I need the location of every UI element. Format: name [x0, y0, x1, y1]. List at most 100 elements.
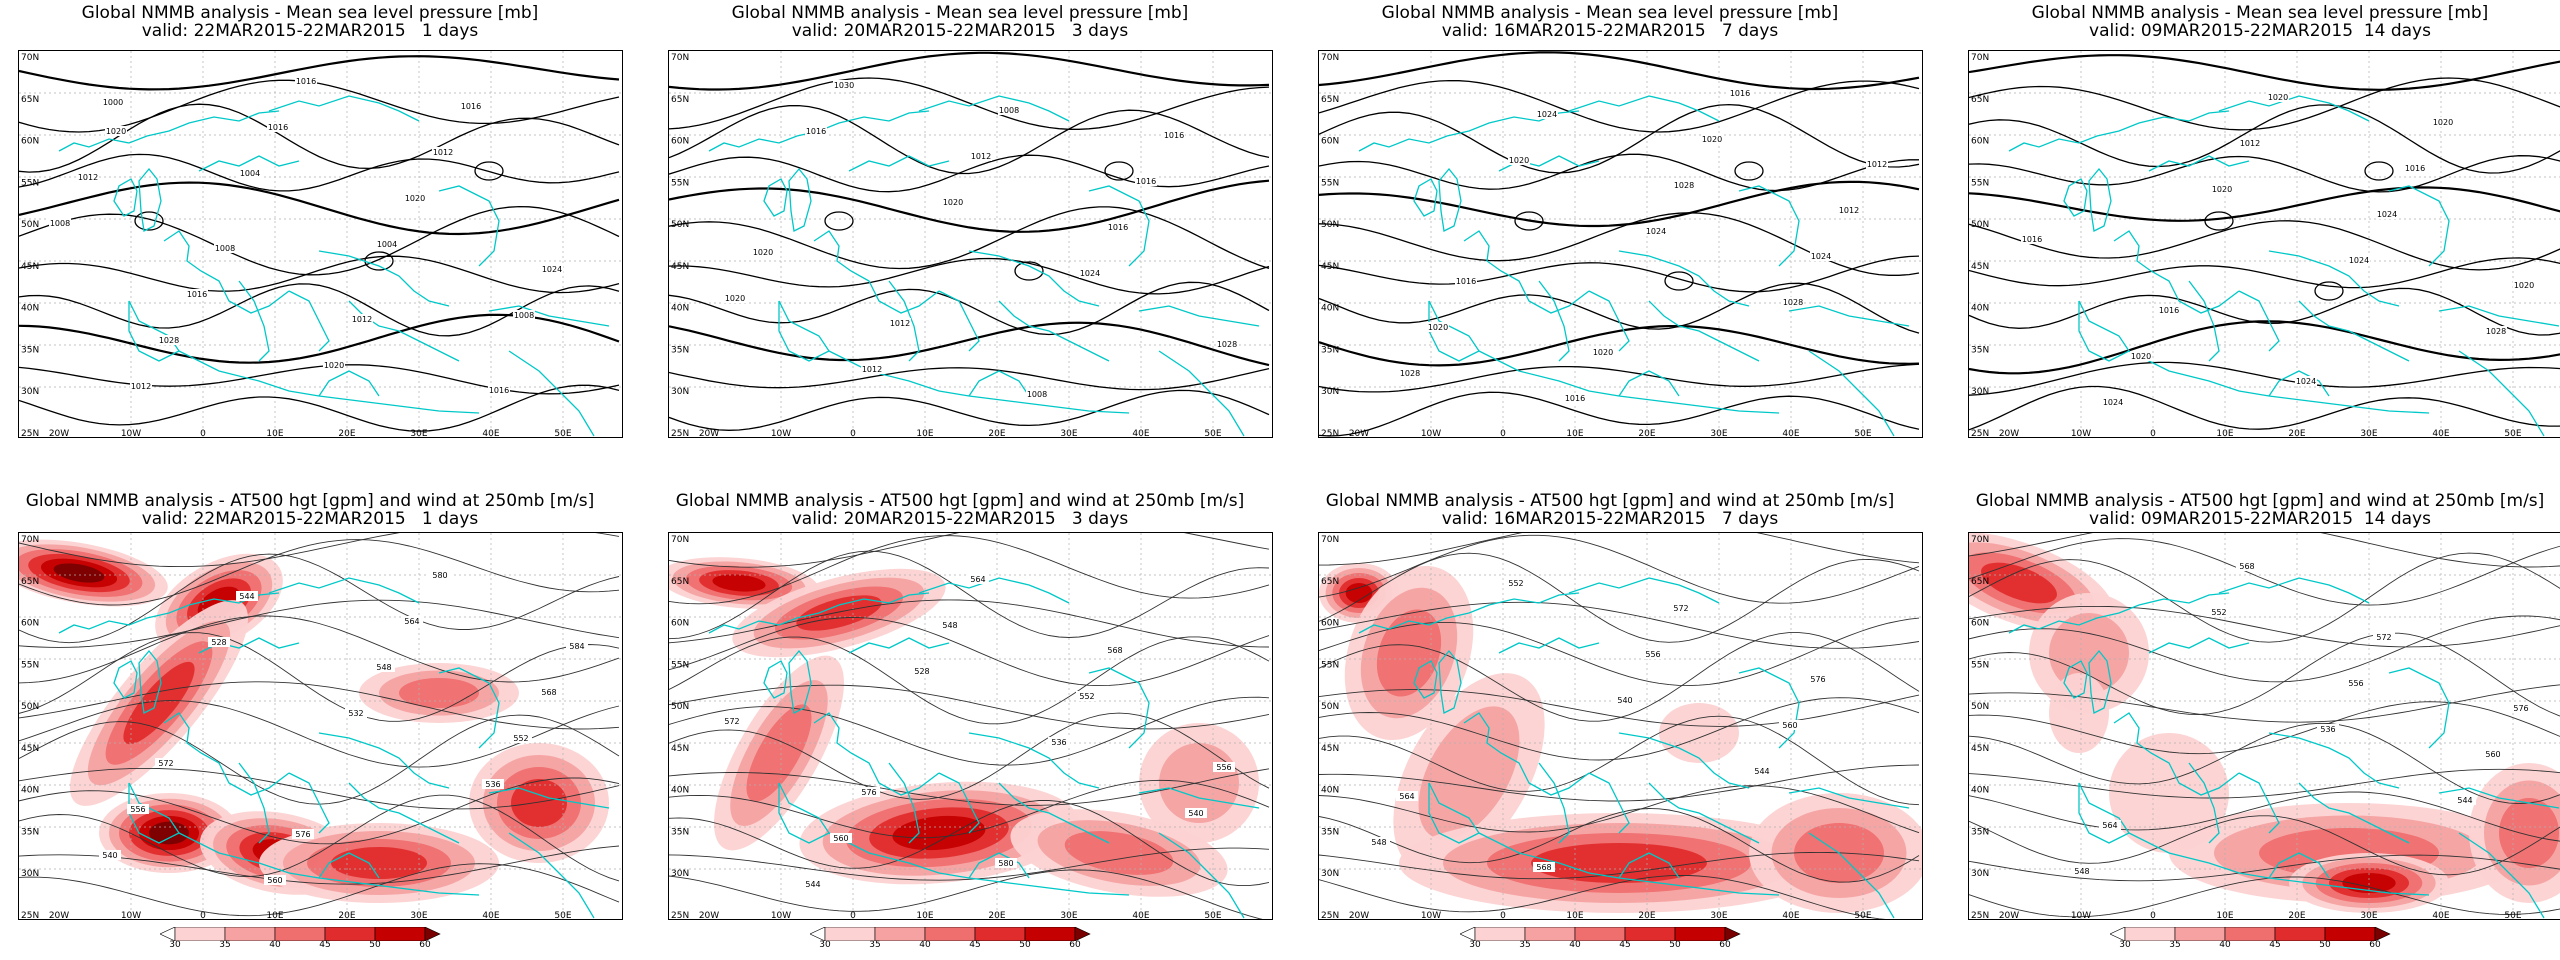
svg-text:20E: 20E — [988, 429, 1005, 438]
contour-labels: 528 536 540 544 548 552 556 560 564 568 572 576 580 — [721, 574, 1235, 889]
svg-text:40N: 40N — [1971, 304, 1989, 314]
colorbar-tick: 30 — [819, 940, 831, 950]
svg-text:1024: 1024 — [2349, 256, 2369, 265]
svg-text:544: 544 — [239, 592, 254, 601]
svg-text:1012: 1012 — [131, 382, 151, 391]
panel-title: Global NMMB analysis - AT500 hgt [gpm] a… — [1325, 491, 1895, 511]
svg-text:584: 584 — [569, 642, 584, 651]
wind-colorbar: 30 35 40 45 50 60 — [159, 926, 490, 950]
svg-text:55N: 55N — [671, 178, 689, 188]
svg-text:60N: 60N — [671, 619, 689, 629]
svg-text:30E: 30E — [410, 911, 427, 920]
svg-text:576: 576 — [2513, 704, 2528, 713]
svg-text:30N: 30N — [1971, 869, 1989, 879]
svg-text:1020: 1020 — [106, 127, 126, 136]
coastlines — [58, 577, 610, 919]
colorbar-tick: 45 — [319, 940, 331, 950]
svg-text:55N: 55N — [1971, 660, 1989, 670]
svg-text:580: 580 — [998, 859, 1013, 868]
svg-text:1016: 1016 — [296, 77, 316, 86]
svg-text:40N: 40N — [671, 786, 689, 796]
svg-text:10W: 10W — [1421, 429, 1441, 438]
svg-text:568: 568 — [2239, 562, 2254, 571]
svg-text:0: 0 — [1500, 911, 1506, 920]
svg-text:556: 556 — [130, 805, 145, 814]
svg-text:10W: 10W — [771, 429, 791, 438]
svg-text:35N: 35N — [1321, 345, 1339, 355]
mslp-map: 1016 1020 1024 1028 1030 1012 1016 1020 1012 1008… — [668, 50, 1273, 438]
svg-text:70N: 70N — [1971, 535, 1989, 545]
svg-text:35N: 35N — [21, 345, 39, 355]
colorbar-tick: 30 — [169, 940, 181, 950]
svg-text:1016: 1016 — [2159, 306, 2179, 315]
colorbar-tick: 40 — [919, 940, 931, 950]
svg-text:1016: 1016 — [1730, 89, 1750, 98]
svg-text:1028: 1028 — [1783, 298, 1803, 307]
svg-text:25N: 25N — [1321, 429, 1339, 438]
svg-text:60N: 60N — [1321, 619, 1339, 629]
svg-text:572: 572 — [2376, 633, 2391, 642]
svg-text:0: 0 — [2150, 911, 2156, 920]
svg-text:572: 572 — [1673, 604, 1688, 613]
svg-text:1028: 1028 — [1400, 369, 1420, 378]
svg-text:45N: 45N — [1971, 744, 1989, 754]
svg-text:1024: 1024 — [1537, 110, 1557, 119]
svg-text:0: 0 — [200, 911, 206, 920]
svg-text:560: 560 — [1782, 721, 1797, 730]
svg-text:576: 576 — [1810, 675, 1825, 684]
isobars — [669, 51, 1270, 431]
svg-text:40E: 40E — [1782, 429, 1799, 438]
svg-text:548: 548 — [942, 621, 957, 630]
colorbar-tick: 30 — [2119, 940, 2131, 950]
svg-text:50E: 50E — [554, 911, 571, 920]
wind-shading — [1969, 533, 2560, 913]
colorbar-tick: 50 — [2319, 940, 2331, 950]
svg-text:65N: 65N — [671, 95, 689, 105]
svg-text:0: 0 — [200, 429, 206, 438]
svg-text:40E: 40E — [1132, 911, 1149, 920]
svg-text:30N: 30N — [1321, 387, 1339, 397]
svg-text:548: 548 — [1371, 838, 1386, 847]
svg-text:1004: 1004 — [240, 169, 260, 178]
svg-text:540: 540 — [102, 851, 117, 860]
wind-colorbar: 30 35 40 45 50 60 — [809, 926, 1140, 950]
svg-text:10W: 10W — [121, 911, 141, 920]
panel-subtitle: valid: 09MAR2015-22MAR2015 14 days — [2089, 21, 2431, 41]
panel-title: Global NMMB analysis - Mean sea level pr… — [2031, 3, 2489, 23]
panel-title: Global NMMB analysis - Mean sea level pr… — [731, 3, 1189, 23]
svg-text:1016: 1016 — [2022, 235, 2042, 244]
svg-text:1024: 1024 — [1080, 269, 1100, 278]
svg-text:1016: 1016 — [489, 386, 509, 395]
svg-text:30E: 30E — [1710, 429, 1727, 438]
height-contours — [19, 533, 620, 917]
colorbar-tick: 50 — [1669, 940, 1681, 950]
svg-text:1024: 1024 — [1646, 227, 1666, 236]
svg-text:1024: 1024 — [2377, 210, 2397, 219]
colorbar-tick: 35 — [1519, 940, 1531, 950]
svg-text:40N: 40N — [671, 304, 689, 314]
svg-text:60N: 60N — [1321, 137, 1339, 147]
svg-text:70N: 70N — [1971, 53, 1989, 63]
svg-text:50N: 50N — [1971, 702, 1989, 712]
svg-text:55N: 55N — [21, 660, 39, 670]
svg-text:1020: 1020 — [2268, 93, 2288, 102]
svg-text:45N: 45N — [1971, 262, 1989, 272]
svg-text:10E: 10E — [916, 911, 933, 920]
colorbar-tick: 50 — [369, 940, 381, 950]
mslp-map: 1020 1024 1028 1028 1024 1028 1024 1020 1016 1020… — [1318, 50, 1923, 438]
svg-text:10E: 10E — [1566, 911, 1583, 920]
svg-text:30N: 30N — [1971, 387, 1989, 397]
svg-text:70N: 70N — [21, 535, 39, 545]
svg-text:528: 528 — [211, 638, 226, 647]
svg-text:30N: 30N — [671, 387, 689, 397]
svg-text:40E: 40E — [1132, 429, 1149, 438]
svg-text:540: 540 — [1617, 696, 1632, 705]
svg-text:50E: 50E — [1854, 911, 1871, 920]
svg-text:552: 552 — [1508, 579, 1523, 588]
coastlines — [708, 577, 1260, 919]
svg-text:552: 552 — [2211, 608, 2226, 617]
svg-text:20E: 20E — [2288, 911, 2305, 920]
svg-text:65N: 65N — [1321, 95, 1339, 105]
svg-text:1020: 1020 — [405, 194, 425, 203]
svg-text:60N: 60N — [21, 137, 39, 147]
